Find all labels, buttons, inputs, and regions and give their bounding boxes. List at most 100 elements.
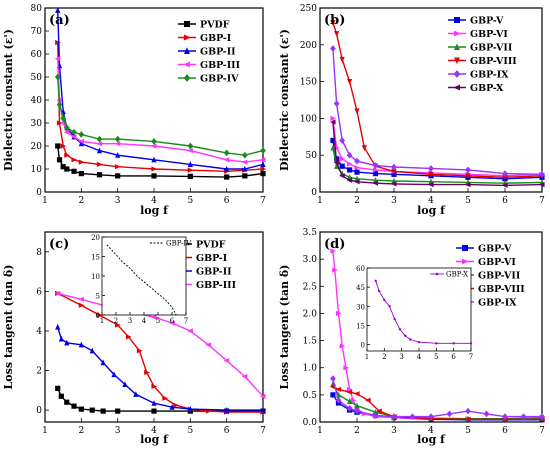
- p4-series-3-point-2: [346, 389, 353, 395]
- p4-inset-x-tick-label-0: 1: [365, 353, 369, 361]
- p3-series-2-point-13: [260, 407, 266, 413]
- p4-inset-background: [367, 268, 471, 351]
- p2-series-0-point-4: [354, 169, 360, 175]
- p1-series-0-point-9: [187, 173, 193, 179]
- p1-series-0-point-5: [78, 171, 84, 177]
- p3-series-line-2: [57, 326, 263, 411]
- p4-inset-legend-marker-0: [435, 272, 439, 276]
- p4-legend-marker-0: [462, 245, 468, 251]
- p2-series-3-point-10: [502, 174, 508, 181]
- p3-series-1-point-4: [125, 334, 132, 340]
- p4-x-tick-label-3: 4: [428, 426, 434, 436]
- p4-x-axis-label: log f: [417, 433, 446, 446]
- p4-series-1-point-1: [332, 267, 338, 273]
- p2-y-tick-label-1: 50: [306, 151, 318, 161]
- p3-series-0-point-3: [71, 403, 77, 409]
- p2-series-5-point-3: [346, 177, 353, 183]
- p4-series-4-point-0: [330, 375, 336, 382]
- p4-inset-series-0-point-1: [377, 289, 381, 293]
- p3-series-2-point-6: [111, 371, 117, 378]
- p3-legend-label-0: PVDF: [196, 240, 226, 251]
- p2-y-tick-label-3: 150: [300, 78, 317, 88]
- p3-inset-x-tick-label-5: 6: [170, 317, 175, 325]
- p2-legend-label-3: GBP-VIII: [470, 56, 517, 67]
- p4-series-4-point-10: [483, 410, 490, 418]
- p2-series-4-point-3: [346, 151, 353, 159]
- p4-series-4-point-11: [502, 413, 508, 420]
- p4-series-2-point-3: [354, 402, 360, 409]
- p3-series-3-point-8: [241, 373, 248, 380]
- p4-series-4-point-1: [335, 396, 342, 404]
- p1-series-4-point-8: [151, 138, 157, 145]
- p1-series-line-0: [57, 145, 264, 178]
- p4-series-4-point-9: [465, 407, 471, 415]
- p2-series-1-point-0: [330, 115, 337, 121]
- p4-y-axis-label: Loss tangent (tan δ): [278, 265, 291, 390]
- p4-series-1-point-6: [350, 397, 357, 403]
- p3-y-axis-label: Loss tangent (tan δ): [2, 265, 15, 390]
- p3-x-axis-label: log f: [140, 433, 169, 446]
- p3-inset-y-tick-label-0: 0: [96, 312, 100, 320]
- p4-series-1-point-3: [339, 343, 346, 349]
- p3-x-tick-label-1: 2: [78, 426, 84, 436]
- p1-series-1-point-12: [260, 166, 267, 172]
- p1-x-tick-label-4: 5: [187, 196, 193, 206]
- p3-y-tick-label-3: 6: [36, 287, 42, 297]
- p4-inset-x-tick-label-1: 2: [382, 353, 386, 361]
- p1-series-0-point-1: [56, 157, 63, 163]
- p1-series-line-4: [57, 76, 264, 156]
- p4-series-1-point-4: [343, 365, 350, 371]
- p2-legend-marker-3: [454, 57, 460, 65]
- p4-inset-y-tick-label-3: 45: [356, 284, 365, 292]
- p3-panel-label: (c): [49, 237, 69, 252]
- panel-4: 1 2 3 4 5 6 70.00.51.01.52.02.53.03.5(d)log fL…: [278, 228, 545, 446]
- p2-legend-marker-5: [453, 84, 460, 91]
- p2-y-tick-label-4: 200: [300, 41, 317, 51]
- panel-2: 1 2 3 4 5 6 7 0 50 100 150 200 250 (b) log f Dielectric…: [278, 4, 545, 217]
- p3-y-tick-label-1: 2: [36, 367, 42, 377]
- p1-legend-marker-1: [184, 34, 191, 41]
- p2-series-line-4: [332, 48, 543, 175]
- p1-series-1-point-5: [78, 159, 85, 165]
- p3-series-3-point-5: [187, 328, 193, 334]
- p2-y-axis-label: Dielectric constant (ε'): [278, 29, 291, 171]
- p1-series-2-point-9: [187, 161, 193, 167]
- p1-series-1-point-4: [71, 157, 78, 163]
- p3-series-3-point-4: [169, 320, 175, 326]
- p1-series-1-point-7: [115, 164, 121, 170]
- p3-inset-legend-label-0: GBP-IV: [166, 240, 192, 248]
- p2-legend-marker-4: [453, 70, 461, 78]
- p1-series-0-point-4: [71, 168, 77, 174]
- p1-series-4-point-12: [260, 147, 266, 154]
- p4-inset-series-0-point-2: [383, 298, 386, 302]
- p4-series-4-point-3: [354, 407, 360, 415]
- p2-series-5-point-4: [353, 179, 360, 185]
- p3-series-2-point-4: [89, 347, 95, 354]
- p2-legend-label-5: GBP-X: [470, 83, 504, 94]
- p3-series-3-point-9: [259, 393, 266, 399]
- p4-y-tick-label-2: 1.0: [303, 364, 318, 374]
- panel-3: 1 2 3 4 5 6 7 0 2 4 6 8 (c) log f Loss tangent (tan δ)…: [2, 231, 266, 446]
- p4-series-4-point-5: [391, 413, 397, 420]
- p1-series-0-point-10: [224, 174, 230, 180]
- p2-series-4-point-9: [502, 170, 508, 177]
- p1-series-2-point-8: [151, 156, 157, 163]
- p1-legend-marker-4: [183, 74, 191, 82]
- p3-inset-series-line-0: [106, 244, 177, 316]
- p1-series-1-point-1: [56, 120, 63, 126]
- p1-legend-marker-3: [183, 61, 190, 68]
- p3-inset-x-tick-label-6: 7: [184, 317, 188, 325]
- p2-legend-label-4: GBP-IX: [470, 70, 509, 81]
- p1-series-3-point-6: [96, 141, 103, 147]
- p1-series-1-point-6: [96, 161, 103, 167]
- p4-y-tick-label-7: 3.5: [303, 228, 318, 238]
- p2-x-tick-label-4: 5: [465, 196, 471, 206]
- p1-series-3-point-8: [150, 143, 157, 149]
- p3-series-1-point-2: [96, 312, 103, 318]
- p3-series-1-point-5: [136, 348, 143, 354]
- p3-series-0-point-0: [55, 385, 61, 391]
- p3-series-0-point-5: [89, 407, 95, 413]
- p4-series-4-point-4: [372, 412, 379, 419]
- p3-series-1-point-3: [115, 322, 121, 328]
- p2-legend-label-0: GBP-V: [470, 16, 504, 27]
